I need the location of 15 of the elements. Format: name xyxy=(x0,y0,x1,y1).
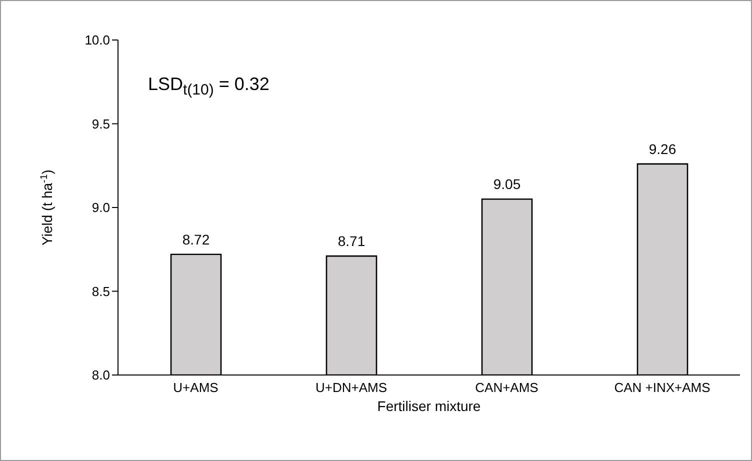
annotation: LSD$_{t(10)}$ = 0.32 xyxy=(148,74,270,99)
y-tick-label: 8.5 xyxy=(92,284,110,299)
y-tick-label: 9.5 xyxy=(92,116,110,132)
x-axis-title: Fertiliser mixture xyxy=(377,398,481,414)
y-tick-label: 9.0 xyxy=(92,200,110,216)
data-label: 9.05 xyxy=(493,176,521,192)
x-tick-label: CAN+AMS xyxy=(475,380,539,396)
x-tick-label: CAN +INX+AMS xyxy=(614,380,711,396)
data-label: 9.26 xyxy=(648,140,676,157)
data-label: 8.71 xyxy=(338,233,366,250)
y-tick-label: 8.0 xyxy=(92,368,110,383)
x-tick-label: U+DN+AMS xyxy=(315,380,388,396)
data-label: 8.72 xyxy=(182,231,210,248)
x-tick-label: U+AMS xyxy=(173,380,219,396)
y-tick-label: 10.0 xyxy=(84,32,110,48)
